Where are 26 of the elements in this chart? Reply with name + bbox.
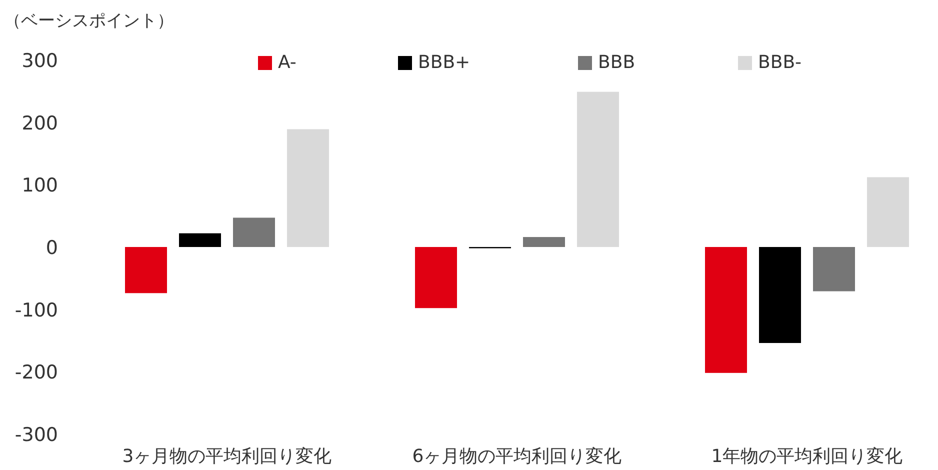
bar	[523, 237, 565, 247]
legend-label: BBB	[598, 52, 636, 73]
y-tick-label: -300	[14, 424, 58, 446]
bar	[233, 218, 275, 247]
bar	[577, 92, 619, 247]
y-tick-label: 100	[22, 174, 58, 197]
bar	[287, 129, 329, 247]
bar	[813, 247, 855, 292]
y-tick-label: 200	[22, 112, 58, 134]
bar	[179, 233, 221, 247]
bar	[705, 247, 747, 373]
y-tick-label: 0	[46, 237, 58, 259]
bar	[867, 177, 909, 247]
y-tick-label: 300	[22, 50, 58, 72]
legend-label: BBB-	[758, 52, 802, 73]
bar	[125, 247, 167, 294]
legend-label: BBB+	[418, 52, 470, 73]
x-tick-label: 6ヶ月物の平均利回り変化	[412, 446, 622, 467]
legend-label: A-	[278, 52, 296, 73]
y-axis-title: （ベーシスポイント）	[4, 11, 174, 31]
y-tick-label: -100	[14, 299, 58, 322]
x-tick-label: 1年物の平均利回り変化	[711, 446, 903, 467]
x-tick-label: 3ヶ月物の平均利回り変化	[122, 446, 332, 467]
bar	[759, 247, 801, 343]
bar	[415, 247, 457, 308]
y-tick-label: -200	[14, 362, 58, 384]
